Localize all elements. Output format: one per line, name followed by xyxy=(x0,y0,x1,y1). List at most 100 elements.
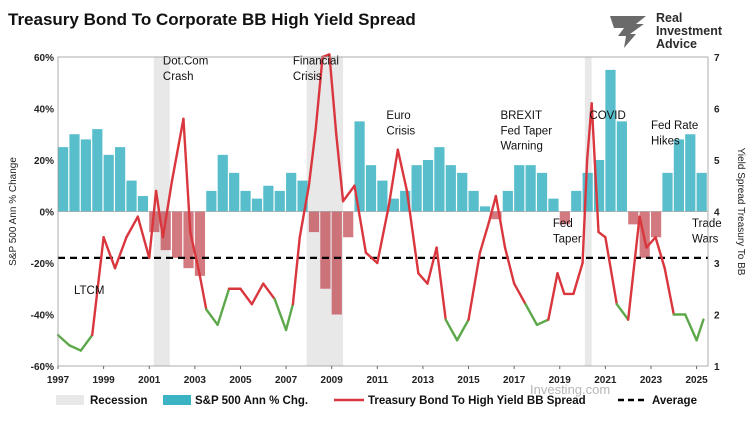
sp500-bar xyxy=(434,147,445,212)
spread-segment xyxy=(161,179,174,239)
sp500-bar xyxy=(92,129,103,212)
sp500-bar xyxy=(673,139,684,212)
right-tick-label: 6 xyxy=(714,105,720,116)
sp500-bar xyxy=(662,172,673,212)
spread-segment xyxy=(284,303,295,332)
sp500-bar xyxy=(559,211,570,225)
left-tick-label: -20% xyxy=(31,259,54,270)
spread-segment xyxy=(405,189,420,275)
right-axis-title: Yield Spread Treasury To BB xyxy=(735,148,746,276)
sp500-bar xyxy=(160,211,171,251)
x-tick-label: 2011 xyxy=(366,375,388,386)
sp500-bar xyxy=(149,211,160,233)
sp500-bar xyxy=(103,154,114,212)
x-tick-label: 2021 xyxy=(594,375,617,386)
annotation-10: Fed Rate xyxy=(651,120,698,132)
sp500-bar xyxy=(58,147,69,212)
spread-segment xyxy=(590,102,600,234)
sp500-bar xyxy=(115,147,126,212)
sp500-bar xyxy=(468,190,479,212)
left-axis-title: S&P 500 Ann % Change xyxy=(8,157,19,266)
plot-frame xyxy=(57,56,709,367)
sp500-bar xyxy=(650,211,662,238)
sp500-bar xyxy=(377,180,388,212)
spread-segment xyxy=(572,261,584,296)
annotation-12: Fed xyxy=(553,218,573,230)
sp500-bar xyxy=(445,165,456,212)
sp500-bar xyxy=(343,211,354,238)
sp500-bar xyxy=(457,172,468,212)
sp500-bar xyxy=(263,185,274,212)
spread-segment xyxy=(503,246,516,285)
sp500-bar xyxy=(274,190,285,212)
annotation-14: Trade xyxy=(692,218,722,230)
spread-segment xyxy=(535,318,550,326)
spread-segment xyxy=(341,184,356,203)
spread-segment xyxy=(335,133,345,203)
sp500-bar xyxy=(331,211,342,315)
annotation-15: Wars xyxy=(692,233,719,245)
right-tick-label: 1 xyxy=(714,362,720,373)
spread-segment xyxy=(376,205,390,265)
x-tick-label: 2019 xyxy=(549,375,572,386)
spread-segment xyxy=(154,189,165,239)
annotation-7: Fed Taper xyxy=(500,125,552,137)
spread-segment xyxy=(524,303,539,326)
spread-segment xyxy=(547,272,559,321)
spread-segment xyxy=(467,251,482,321)
logo-line-1: Real xyxy=(656,11,683,25)
sp500-bar xyxy=(491,211,502,220)
x-tick-label: 2005 xyxy=(229,375,252,386)
legend-swatch-sp500 xyxy=(163,395,191,405)
eagle-icon xyxy=(610,16,646,48)
spread-segment xyxy=(615,303,630,321)
legend-swatch-recession xyxy=(56,395,84,405)
sp500-bar xyxy=(616,121,627,212)
spread-segment xyxy=(654,236,666,270)
left-tick-label: 20% xyxy=(34,156,54,167)
right-tick-label: 4 xyxy=(714,208,720,219)
spread-segment xyxy=(250,282,265,306)
spread-segment xyxy=(198,272,208,311)
spread-segment xyxy=(189,230,201,275)
spread-segment xyxy=(626,215,641,321)
annotation-1: Crash xyxy=(163,71,194,83)
spread-segment xyxy=(387,148,400,208)
spread-segment xyxy=(239,287,254,306)
x-tick-label: 2007 xyxy=(275,375,298,386)
left-tick-label: -60% xyxy=(31,362,54,373)
spread-segment xyxy=(604,236,618,306)
annotation-2: Financial xyxy=(293,56,339,68)
spread-segment xyxy=(396,148,409,193)
right-tick-label: 3 xyxy=(714,259,720,270)
sp500-bar xyxy=(525,165,536,212)
x-tick-label: 2017 xyxy=(503,375,526,386)
right-tick-label: 5 xyxy=(714,156,720,167)
spread-segment xyxy=(102,236,117,270)
spread-segment xyxy=(597,230,607,239)
left-tick-label: 40% xyxy=(34,105,54,116)
x-tick-label: 2001 xyxy=(138,375,161,386)
sp500-bar xyxy=(206,190,217,212)
sp500-bar xyxy=(605,69,616,212)
sp500-bar xyxy=(217,154,228,212)
legend-label-recession: Recession xyxy=(90,395,148,407)
spread-segment xyxy=(695,318,705,342)
sp500-bar xyxy=(354,121,365,212)
sp500-bar xyxy=(240,190,251,212)
logo-line-3: Advice xyxy=(656,37,697,51)
sp500-bar xyxy=(286,172,297,212)
spread-segment xyxy=(512,282,527,306)
sp500-bar xyxy=(696,172,707,212)
spread-segment xyxy=(328,53,338,136)
sp500-bar xyxy=(400,190,411,212)
spread-segment xyxy=(556,272,566,296)
spread-segment xyxy=(79,333,94,352)
sp500-bar xyxy=(137,196,149,212)
spread-segment xyxy=(663,266,675,316)
sp500-bar xyxy=(628,211,639,225)
annotation-6: BREXIT xyxy=(500,110,542,122)
spread-segment xyxy=(56,333,71,347)
chart-title: Treasury Bond To Corporate BB High Yield… xyxy=(8,10,416,29)
